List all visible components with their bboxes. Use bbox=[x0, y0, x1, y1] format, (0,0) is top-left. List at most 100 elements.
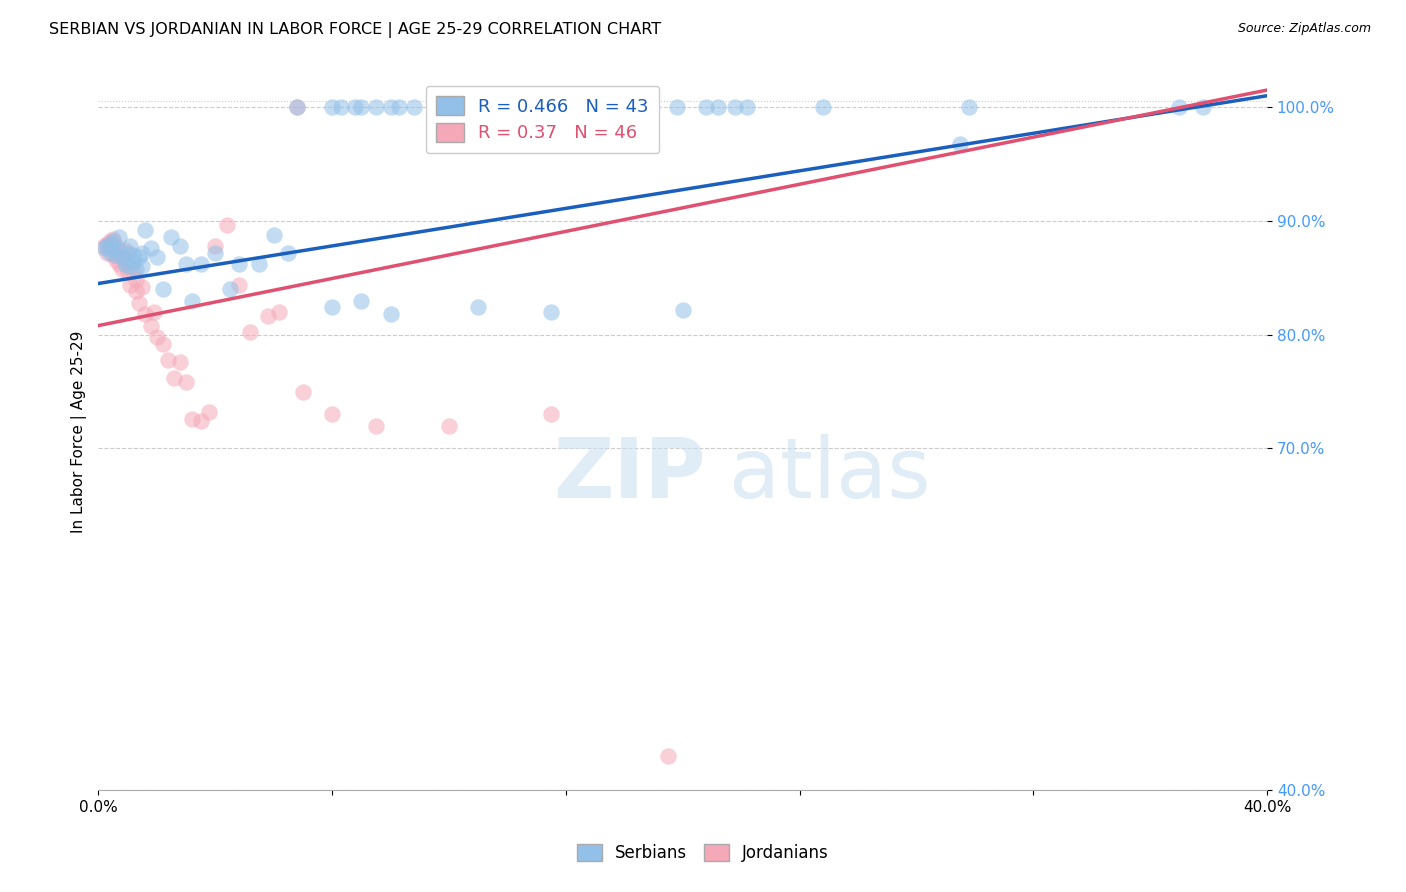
Point bbox=[350, 100, 373, 114]
Point bbox=[117, 245, 139, 260]
Point bbox=[215, 219, 238, 233]
Legend: Serbians, Jordanians: Serbians, Jordanians bbox=[568, 836, 838, 871]
Point bbox=[437, 418, 460, 433]
Point bbox=[125, 285, 148, 299]
Point bbox=[107, 257, 129, 271]
Point bbox=[735, 100, 758, 114]
Point bbox=[269, 305, 291, 319]
Point bbox=[120, 277, 142, 292]
Point bbox=[146, 250, 169, 264]
Point bbox=[364, 100, 387, 114]
Point bbox=[247, 257, 270, 271]
Point bbox=[101, 232, 124, 246]
Point bbox=[98, 236, 121, 251]
Point bbox=[578, 100, 600, 114]
Point bbox=[239, 326, 262, 340]
Point bbox=[263, 227, 285, 242]
Point bbox=[152, 336, 174, 351]
Point bbox=[174, 376, 197, 390]
Point bbox=[120, 239, 142, 253]
Point bbox=[122, 264, 145, 278]
Point bbox=[402, 100, 425, 114]
Point bbox=[198, 405, 221, 419]
Point bbox=[285, 100, 308, 114]
Point bbox=[111, 250, 134, 264]
Point bbox=[321, 408, 343, 422]
Point bbox=[540, 305, 562, 319]
Point bbox=[93, 241, 115, 255]
Point bbox=[540, 408, 562, 422]
Point bbox=[1191, 100, 1213, 114]
Point bbox=[163, 371, 186, 385]
Point bbox=[139, 318, 162, 333]
Point bbox=[131, 280, 153, 294]
Point bbox=[453, 100, 475, 114]
Point bbox=[657, 748, 679, 763]
Point bbox=[101, 235, 124, 249]
Point bbox=[180, 293, 202, 308]
Point bbox=[467, 301, 489, 315]
Point bbox=[329, 100, 352, 114]
Text: Source: ZipAtlas.com: Source: ZipAtlas.com bbox=[1237, 22, 1371, 36]
Point bbox=[93, 239, 115, 253]
Point bbox=[114, 244, 136, 258]
Point bbox=[104, 239, 127, 253]
Point bbox=[364, 418, 387, 433]
Point bbox=[111, 250, 134, 264]
Point bbox=[672, 302, 695, 317]
Point bbox=[107, 244, 129, 258]
Text: ZIP: ZIP bbox=[554, 434, 706, 515]
Point bbox=[180, 412, 202, 426]
Point bbox=[107, 245, 129, 260]
Point bbox=[380, 100, 402, 114]
Point bbox=[423, 100, 446, 114]
Point bbox=[134, 307, 156, 321]
Point bbox=[174, 257, 197, 271]
Point bbox=[256, 310, 278, 324]
Point bbox=[277, 245, 299, 260]
Point bbox=[125, 261, 148, 276]
Point bbox=[190, 257, 212, 271]
Point bbox=[291, 384, 314, 399]
Point bbox=[724, 100, 747, 114]
Point bbox=[949, 136, 972, 151]
Text: atlas: atlas bbox=[730, 434, 931, 515]
Point bbox=[228, 257, 250, 271]
Point bbox=[706, 100, 728, 114]
Point bbox=[101, 243, 124, 257]
Point bbox=[104, 252, 127, 267]
Text: SERBIAN VS JORDANIAN IN LABOR FORCE | AGE 25-29 CORRELATION CHART: SERBIAN VS JORDANIAN IN LABOR FORCE | AG… bbox=[49, 22, 661, 38]
Legend: R = 0.466   N = 43, R = 0.37   N = 46: R = 0.466 N = 43, R = 0.37 N = 46 bbox=[426, 86, 659, 153]
Point bbox=[321, 301, 343, 315]
Point bbox=[481, 100, 503, 114]
Point bbox=[957, 100, 980, 114]
Point bbox=[510, 100, 533, 114]
Point bbox=[695, 100, 717, 114]
Point bbox=[98, 235, 121, 249]
Point bbox=[1168, 100, 1191, 114]
Point bbox=[111, 261, 134, 276]
Point bbox=[152, 282, 174, 296]
Point bbox=[107, 230, 129, 244]
Y-axis label: In Labor Force | Age 25-29: In Labor Force | Age 25-29 bbox=[72, 330, 87, 533]
Point bbox=[134, 223, 156, 237]
Point bbox=[190, 414, 212, 428]
Point bbox=[139, 241, 162, 255]
Point bbox=[548, 100, 571, 114]
Point bbox=[350, 293, 373, 308]
Point bbox=[117, 253, 139, 268]
Point bbox=[157, 352, 180, 367]
Point bbox=[104, 248, 127, 262]
Point bbox=[96, 236, 118, 251]
Point bbox=[169, 239, 191, 253]
Point bbox=[321, 100, 343, 114]
Point bbox=[811, 100, 834, 114]
Point bbox=[96, 245, 118, 260]
Point bbox=[204, 245, 226, 260]
Point bbox=[531, 100, 554, 114]
Point bbox=[228, 277, 250, 292]
Point bbox=[344, 100, 367, 114]
Point bbox=[131, 260, 153, 274]
Point bbox=[204, 239, 226, 253]
Point bbox=[146, 330, 169, 344]
